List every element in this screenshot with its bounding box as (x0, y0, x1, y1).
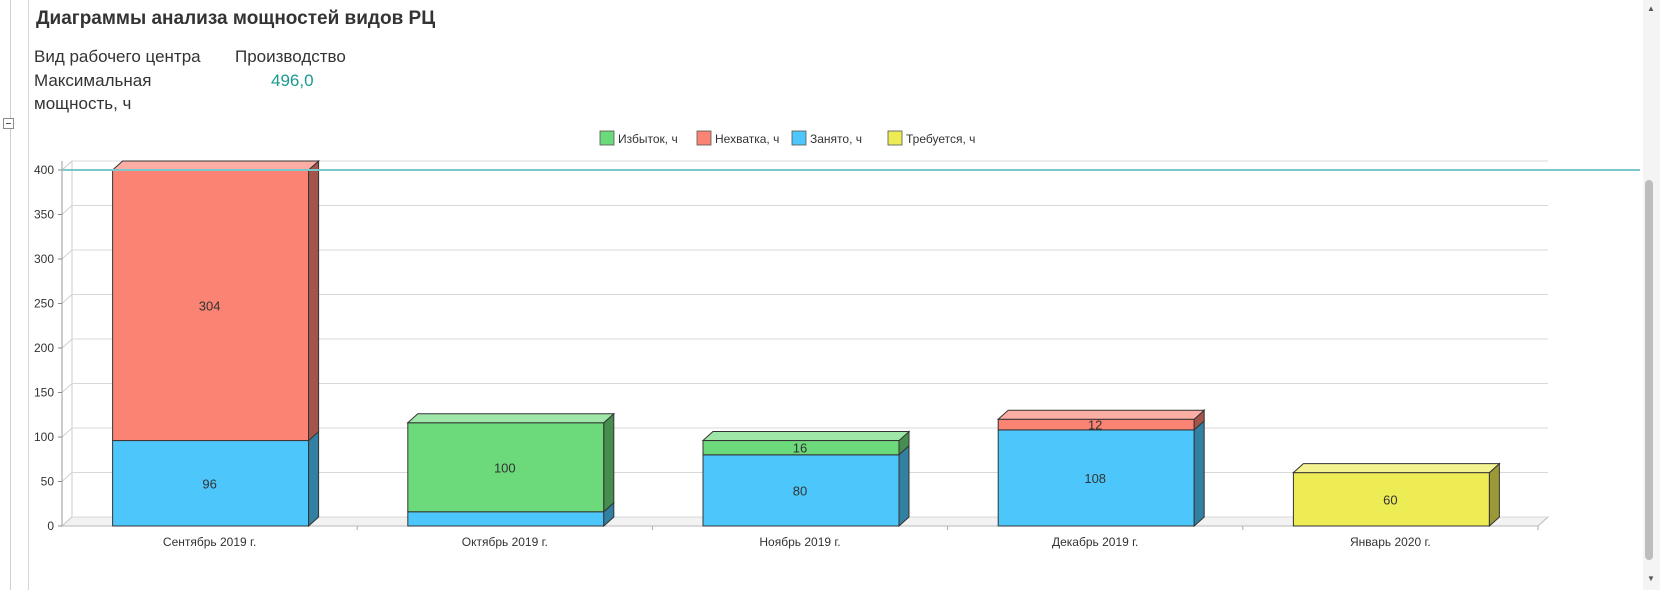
bar-segment (702, 454, 900, 527)
legend-swatch (696, 130, 712, 146)
legend-label: Требуется, ч (906, 132, 975, 146)
left-rail (10, 0, 11, 590)
bar-segment (112, 440, 310, 527)
bar-segment-top (1292, 463, 1501, 474)
bar-segment-side (1193, 419, 1205, 528)
y-tick-label: 100 (34, 430, 54, 444)
data-label: 304 (199, 298, 221, 313)
gridline-depth (61, 294, 73, 304)
gridline-depth (61, 160, 73, 171)
y-tick-label: 200 (34, 341, 54, 355)
bar-segment-side (898, 444, 910, 528)
x-tick-label: Ноябрь 2019 г. (759, 535, 840, 549)
gridline-depth (61, 516, 73, 527)
data-label: 108 (1084, 471, 1106, 486)
bar-segment-side (308, 159, 320, 442)
y-tick-label: 150 (34, 386, 54, 400)
scrollbar-thumb[interactable] (1645, 180, 1653, 560)
bar-segment-side (1488, 462, 1500, 528)
gridline-depth (61, 472, 73, 482)
scroll-up-arrow-icon[interactable]: ▲ (1647, 4, 1655, 13)
gridline-depth (61, 338, 73, 349)
data-label: 16 (793, 441, 807, 456)
max-capacity-label-line1: Максимальная (34, 71, 152, 90)
page-title: Диаграммы анализа мощностей видов РЦ (36, 8, 436, 29)
legend-swatch (599, 130, 615, 146)
y-tick-label: 0 (47, 519, 54, 533)
y-tick-label: 300 (34, 252, 54, 266)
bar-segment (407, 511, 605, 527)
bar-segment-side (308, 430, 320, 528)
data-label: 60 (1383, 492, 1397, 507)
gridline-depth (61, 205, 73, 215)
bar-segment-top (111, 160, 320, 171)
bar-segment-top (996, 409, 1206, 420)
y-tick-label: 350 (34, 208, 54, 222)
legend-swatch (887, 130, 903, 146)
y-tick-label: 400 (34, 163, 54, 177)
legend-label: Избыток, ч (618, 132, 678, 146)
data-label: 100 (494, 460, 516, 475)
bar-segment (112, 169, 310, 442)
max-capacity-label-line2: мощность, ч (34, 94, 132, 113)
data-label: 96 (202, 476, 216, 491)
gridline-depth (61, 383, 73, 393)
bar-segment-top (406, 413, 616, 424)
bar-segment-top (701, 431, 911, 442)
bar-segment (407, 422, 605, 513)
bar-segment (1292, 472, 1490, 527)
legend-label: Занято, ч (810, 132, 862, 146)
gridline-depth (61, 249, 73, 260)
scroll-down-arrow-icon[interactable]: ▼ (1647, 574, 1655, 583)
bar-segment-side (603, 412, 615, 513)
y-tick-label: 50 (41, 475, 55, 489)
panel-border (28, 0, 29, 590)
data-label: 80 (793, 483, 807, 498)
x-tick-label: Сентябрь 2019 г. (163, 535, 256, 549)
wc-type-label: Вид рабочего центра (34, 47, 201, 66)
legend-swatch (791, 130, 807, 146)
x-tick-label: Декабрь 2019 г. (1052, 535, 1138, 549)
x-tick-label: Октябрь 2019 г. (462, 535, 548, 549)
max-capacity-value: 496,0 (271, 71, 314, 90)
x-tick-label: Январь 2020 г. (1350, 535, 1431, 549)
y-tick-label: 250 (34, 297, 54, 311)
data-label: 12 (1088, 418, 1102, 433)
gridline-depth (61, 427, 73, 438)
legend-label: Нехватка, ч (715, 132, 779, 146)
wc-type-value: Производство (235, 47, 346, 66)
collapse-group-button[interactable] (3, 118, 14, 129)
